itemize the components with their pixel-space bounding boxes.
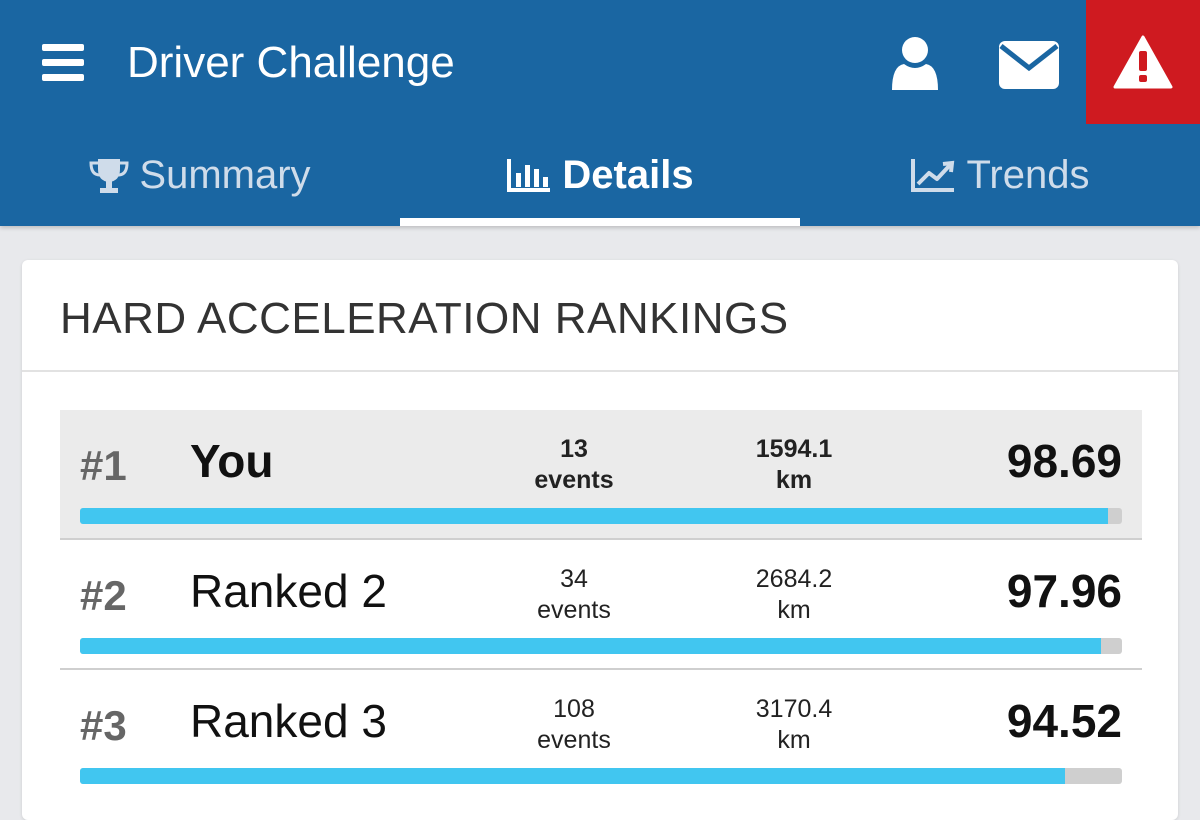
alert-button[interactable]: [1086, 0, 1200, 124]
mail-icon[interactable]: [998, 40, 1060, 95]
driver-name: You: [190, 435, 274, 487]
tab-summary[interactable]: Summary: [0, 124, 400, 226]
events-stat: 108 events: [504, 694, 644, 756]
score-progress-fill: [80, 768, 1065, 784]
events-count: 13: [560, 435, 588, 463]
rankings-title: HARD ACCELERATION RANKINGS: [60, 294, 789, 343]
ranking-row-2[interactable]: #2 Ranked 2 34 events 2684.2 km 97.96: [60, 540, 1142, 670]
distance-value: 1594.1: [755, 435, 833, 463]
distance-stat: 1594.1 km: [724, 434, 864, 496]
score-progress-bar: [80, 508, 1122, 524]
distance-value: 3170.4: [755, 695, 833, 723]
score-progress-fill: [80, 508, 1109, 524]
rank-number: #2: [80, 572, 127, 619]
events-count: 34: [560, 565, 588, 593]
distance-stat: 2684.2 km: [724, 564, 864, 626]
app-header: Driver Challenge Summary: [0, 0, 1200, 226]
line-chart-icon: [911, 159, 955, 192]
menu-icon[interactable]: [42, 44, 84, 84]
ranking-row-3[interactable]: #3 Ranked 3 108 events 3170.4 km 94.52: [60, 670, 1142, 800]
distance-unit: km: [775, 466, 813, 494]
trophy-icon: [89, 159, 129, 193]
ranking-row-1[interactable]: #1 You 13 events 1594.1 km 98.69: [60, 410, 1142, 540]
user-icon[interactable]: [890, 36, 940, 95]
score-progress-fill: [80, 638, 1101, 654]
distance-stat: 3170.4 km: [724, 694, 864, 756]
app-title: Driver Challenge: [127, 38, 455, 87]
card-divider: [22, 370, 1178, 372]
events-unit: events: [537, 596, 611, 624]
tab-details-label: Details: [562, 152, 694, 197]
events-unit: events: [534, 466, 614, 494]
distance-value: 2684.2: [755, 565, 833, 593]
events-stat: 34 events: [504, 564, 644, 626]
events-stat: 13 events: [504, 434, 644, 496]
score-progress-bar: [80, 638, 1122, 654]
driver-name: Ranked 2: [190, 565, 387, 617]
row-divider: [60, 668, 1142, 670]
score-progress-bar: [80, 768, 1122, 784]
driver-name: Ranked 3: [190, 695, 387, 747]
tab-summary-label: Summary: [139, 152, 311, 197]
events-unit: events: [537, 726, 611, 754]
score-value: 98.69: [1006, 435, 1122, 487]
alert-icon: [1113, 35, 1173, 89]
score-value: 97.96: [1006, 565, 1122, 617]
rank-number: #3: [80, 702, 127, 749]
score-value: 94.52: [1006, 695, 1122, 747]
bar-chart-icon: [507, 159, 551, 192]
events-count: 108: [553, 695, 595, 723]
row-divider: [60, 538, 1142, 540]
distance-unit: km: [777, 596, 811, 624]
active-tab-indicator: [400, 218, 800, 226]
distance-unit: km: [777, 726, 811, 754]
tab-trends[interactable]: Trends: [800, 124, 1200, 226]
rank-number: #1: [80, 442, 127, 489]
tab-details[interactable]: Details: [400, 124, 800, 226]
rankings-card: HARD ACCELERATION RANKINGS #1 You 13 eve…: [22, 260, 1178, 820]
tab-trends-label: Trends: [966, 152, 1090, 197]
